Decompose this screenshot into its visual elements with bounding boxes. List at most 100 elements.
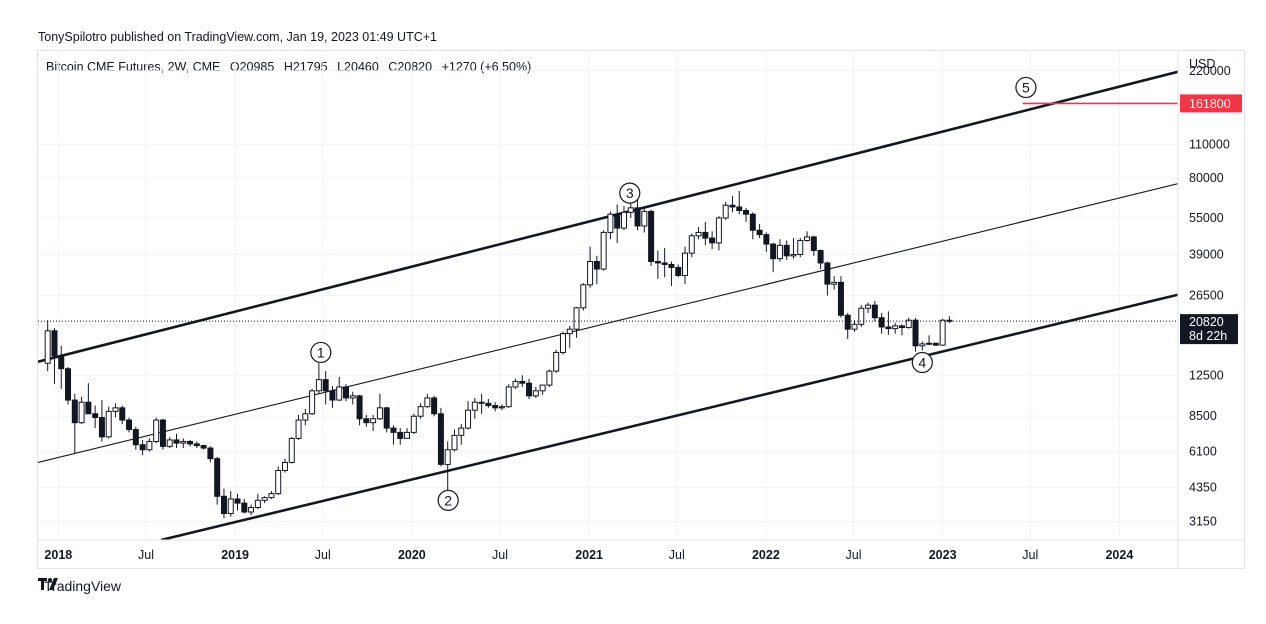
candle[interactable] (187, 439, 194, 447)
candle[interactable] (146, 438, 153, 452)
candle[interactable] (600, 230, 607, 271)
candle[interactable] (336, 377, 343, 402)
candle[interactable] (634, 198, 641, 231)
candle[interactable] (85, 383, 92, 415)
candle[interactable] (810, 235, 817, 256)
wave-label-3[interactable]: 3 (619, 182, 641, 204)
candle[interactable] (898, 324, 905, 336)
candle[interactable] (451, 429, 458, 452)
candle[interactable] (946, 316, 953, 323)
candle[interactable] (200, 444, 207, 450)
channel-line-lower[interactable] (160, 293, 1178, 540)
candle[interactable] (281, 458, 288, 473)
candle[interactable] (776, 239, 783, 262)
candle[interactable] (756, 223, 763, 239)
wave-label-2[interactable]: 2 (437, 489, 459, 511)
candle[interactable] (92, 405, 99, 429)
candle[interactable] (288, 436, 295, 464)
candle[interactable] (831, 276, 838, 290)
candle[interactable] (783, 240, 790, 261)
candle[interactable] (817, 249, 824, 270)
candle[interactable] (485, 398, 492, 408)
candle[interactable] (315, 363, 322, 394)
candle[interactable] (661, 247, 668, 278)
candle[interactable] (804, 231, 811, 242)
candle[interactable] (437, 407, 444, 467)
candle[interactable] (865, 302, 872, 313)
candle[interactable] (241, 498, 248, 514)
candle[interactable] (329, 386, 336, 408)
candle[interactable] (431, 395, 438, 417)
candle[interactable] (675, 264, 682, 278)
tradingview-footer[interactable]: TradingView (38, 578, 121, 594)
candle[interactable] (559, 331, 566, 355)
candle[interactable] (919, 341, 926, 351)
candle[interactable] (166, 436, 173, 449)
candle[interactable] (715, 216, 722, 251)
candle[interactable] (98, 400, 105, 442)
wave-label-1[interactable]: 1 (310, 341, 332, 364)
candlestick-series[interactable] (44, 190, 953, 519)
candle[interactable] (248, 504, 255, 516)
candle[interactable] (254, 493, 261, 509)
candle[interactable] (587, 246, 594, 288)
candle[interactable] (912, 318, 919, 352)
candle[interactable] (885, 311, 892, 335)
candle[interactable] (112, 403, 119, 418)
candle[interactable] (498, 404, 505, 411)
candle[interactable] (465, 401, 472, 430)
candle[interactable] (65, 367, 72, 405)
candle[interactable] (159, 418, 166, 450)
candle[interactable] (126, 417, 133, 433)
candle[interactable] (797, 238, 804, 258)
candle[interactable] (892, 322, 899, 334)
candle[interactable] (905, 317, 912, 329)
candle[interactable] (119, 405, 126, 425)
candle[interactable] (824, 261, 831, 296)
candle[interactable] (878, 312, 885, 334)
candle[interactable] (851, 320, 858, 332)
candle[interactable] (932, 342, 939, 346)
candle[interactable] (654, 250, 661, 279)
candle[interactable] (593, 255, 600, 285)
candle[interactable] (695, 227, 702, 240)
candle[interactable] (532, 386, 539, 398)
candle[interactable] (871, 300, 878, 322)
candle[interactable] (648, 209, 655, 266)
candle[interactable] (376, 393, 383, 421)
candle[interactable] (132, 426, 139, 450)
chart-frame[interactable] (37, 50, 1245, 569)
candle[interactable] (641, 208, 648, 233)
candle[interactable] (417, 403, 424, 419)
candle[interactable] (404, 428, 411, 439)
candle[interactable] (614, 204, 621, 243)
candle[interactable] (770, 242, 777, 273)
candle[interactable] (566, 325, 573, 348)
candle[interactable] (390, 425, 397, 445)
currency-label[interactable]: USD (1189, 57, 1215, 71)
candle[interactable] (607, 211, 614, 240)
candle[interactable] (546, 369, 553, 387)
candle[interactable] (51, 328, 58, 385)
candle[interactable] (790, 238, 797, 259)
candle[interactable] (71, 393, 78, 454)
candle[interactable] (302, 408, 309, 426)
candle[interactable] (397, 428, 404, 445)
candle[interactable] (370, 414, 377, 431)
candle[interactable] (220, 488, 227, 519)
candle[interactable] (553, 349, 560, 373)
candle[interactable] (688, 233, 695, 258)
candle[interactable] (322, 371, 329, 405)
candle[interactable] (424, 393, 431, 408)
candle[interactable] (234, 493, 241, 511)
candle[interactable] (668, 261, 675, 286)
candle[interactable] (153, 417, 160, 444)
candle[interactable] (207, 446, 214, 463)
candle[interactable] (410, 413, 417, 434)
candle[interactable] (580, 283, 587, 311)
candle[interactable] (939, 318, 946, 346)
candle[interactable] (180, 438, 187, 449)
candle[interactable] (620, 206, 627, 231)
